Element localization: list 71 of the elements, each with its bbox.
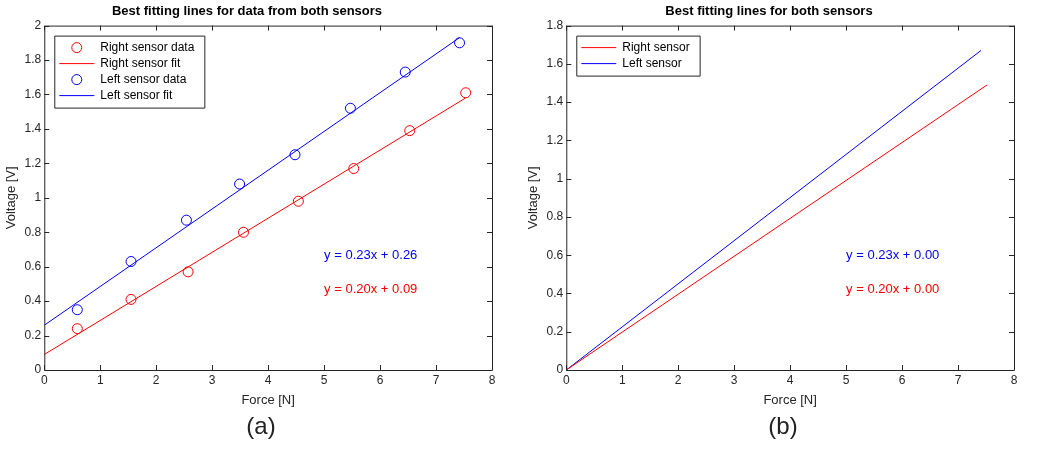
legend-label: Left sensor data: [100, 71, 187, 86]
y-tick-label: 1.6: [546, 56, 564, 71]
point: [344, 102, 356, 114]
legend-label: Right sensor fit: [100, 55, 181, 70]
point: [289, 149, 301, 161]
legend-label: Right sensor data: [100, 39, 195, 54]
annotation: y = 0.20x + 0.00: [846, 281, 940, 297]
x-tick-label: 5: [842, 372, 850, 387]
y-tick-label: 1.4: [24, 121, 42, 136]
text: (a): [245, 412, 277, 440]
annotation: y = 0.20x + 0.09: [324, 281, 418, 297]
x-axis-title: Force [N]: [763, 391, 817, 407]
y-tick-label: 1.6: [24, 86, 42, 101]
legend-label: Left sensor: [622, 55, 682, 70]
point: [125, 256, 137, 268]
legend-label: Right sensor: [622, 39, 690, 54]
x-tick-label: 4: [786, 372, 794, 387]
point: [180, 214, 192, 226]
y-tick-label: 1.8: [24, 52, 42, 67]
x-tick-label: 5: [320, 372, 328, 387]
x-tick-label: 4: [264, 372, 272, 387]
y-axis-title: Voltage [V]: [3, 166, 19, 230]
x-tick-label: 1: [618, 372, 626, 387]
point: [182, 266, 194, 278]
y-tick-label: 1: [556, 170, 564, 185]
point: [71, 323, 83, 335]
text: (b): [767, 412, 799, 440]
x-tick-label: 3: [208, 372, 216, 387]
x-tick-label: 6: [898, 372, 906, 387]
x-axis-title: Force [N]: [241, 391, 295, 407]
y-tick-label: 1.4: [546, 94, 564, 109]
annotation: y = 0.23x + 0.00: [846, 246, 940, 262]
point: [234, 178, 246, 190]
y-tick-label: 1.8: [546, 17, 564, 32]
x-tick-label: 7: [954, 372, 962, 387]
y-tick-label: 0: [556, 362, 564, 377]
point: [292, 195, 304, 207]
y-tick-label: 1: [34, 190, 42, 205]
y-tick-label: 0.6: [546, 247, 564, 262]
x-tick-label: 1: [96, 372, 104, 387]
y-tick-label: 0.4: [546, 285, 564, 300]
y-tick-label: 0.8: [24, 224, 42, 239]
point: [399, 66, 411, 78]
y-tick-label: 1.2: [546, 132, 564, 147]
x-tick-label: 3: [730, 372, 738, 387]
y-tick-label: 0.2: [24, 327, 42, 342]
annotation: y = 0.23x + 0.26: [324, 246, 418, 262]
x-tick-label: 2: [674, 372, 682, 387]
y-tick-label: 1.2: [24, 155, 42, 170]
x-tick-label: 6: [376, 372, 384, 387]
legend-label: Left sensor fit: [100, 87, 173, 102]
y-tick-label: 0.6: [24, 258, 42, 273]
point: [460, 87, 472, 99]
chart-title: Best fitting lines for both sensors: [665, 3, 873, 19]
point: [125, 293, 137, 305]
point: [454, 37, 466, 49]
x-tick-label: 7: [432, 372, 440, 387]
point: [404, 125, 416, 137]
x-tick-label: 8: [1010, 372, 1018, 387]
y-tick-label: 2: [34, 17, 42, 32]
point: [238, 226, 250, 238]
y-tick-label: 0.2: [546, 324, 564, 339]
point: [71, 304, 83, 316]
x-tick-label: 8: [488, 372, 496, 387]
point: [348, 163, 360, 175]
y-axis-title: Voltage [V]: [525, 166, 541, 230]
y-tick-label: 0.8: [546, 209, 564, 224]
chart-title: Best fitting lines for data from both sensors: [111, 3, 383, 19]
y-tick-label: 0: [34, 362, 42, 377]
y-tick-label: 0.4: [24, 293, 42, 308]
x-tick-label: 2: [152, 372, 160, 387]
